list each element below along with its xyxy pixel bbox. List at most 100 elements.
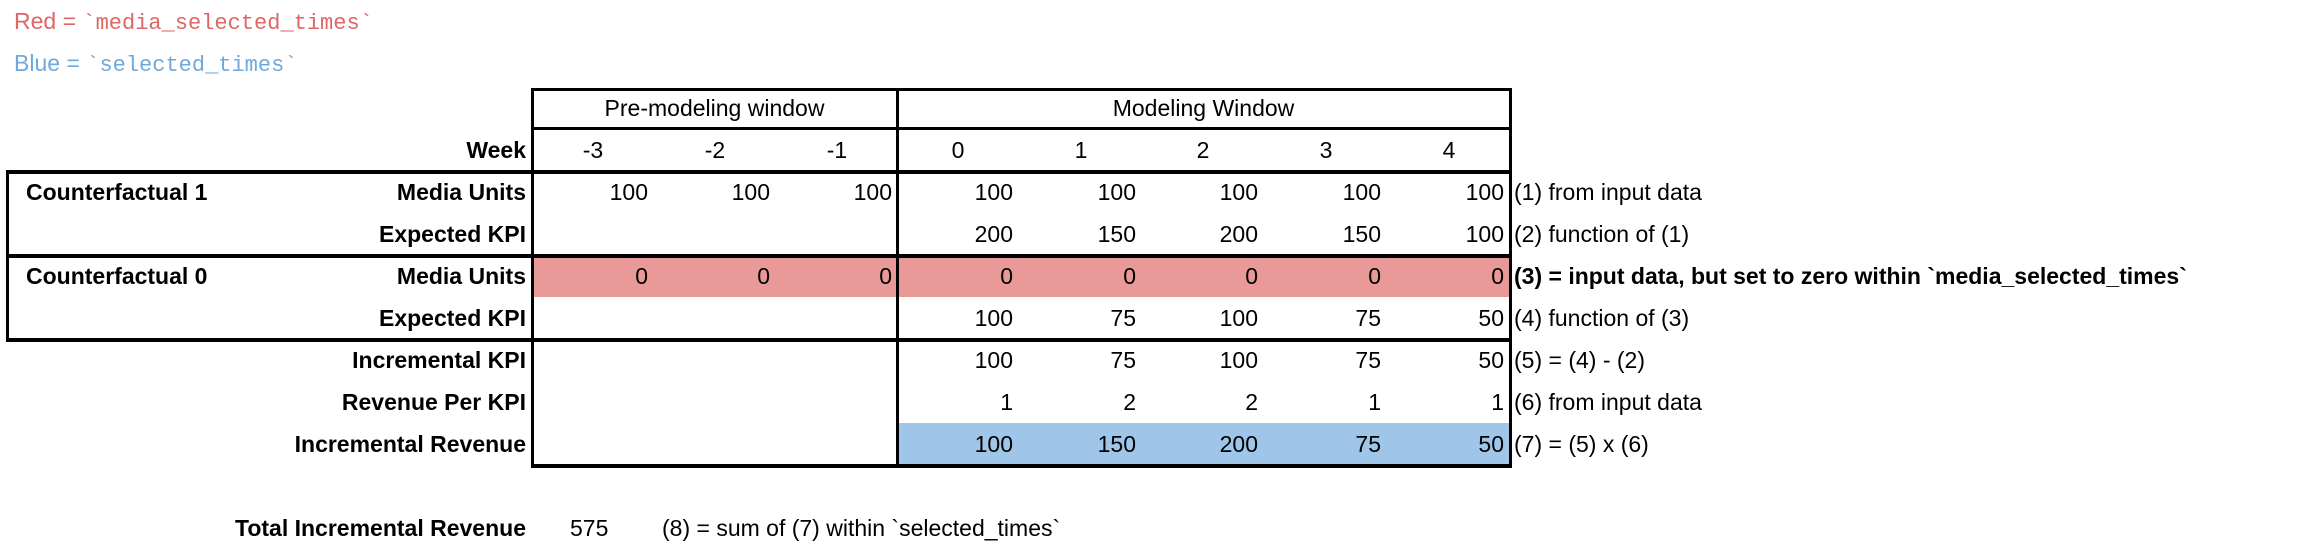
red-highlight	[532, 255, 1510, 297]
legend-red-label: Red =	[14, 8, 83, 34]
value-cell: 100	[974, 431, 1013, 457]
value-cell: 100	[974, 347, 1013, 373]
row-group-label	[26, 213, 286, 255]
value-cell: 50	[1478, 431, 1504, 457]
value-cell: 100	[1219, 347, 1258, 373]
value-cell: 100	[1465, 221, 1504, 247]
week-header-cell: 0	[951, 137, 965, 163]
value-cell: 100	[1219, 305, 1258, 331]
row-group-label	[26, 297, 286, 339]
row-label: Media Units	[396, 263, 526, 289]
table-border	[6, 170, 9, 342]
value-cell: 100	[974, 305, 1013, 331]
row-note: (3) = input data, but set to zero within…	[1514, 263, 2187, 289]
legend-red-code: `media_selected_times`	[82, 11, 373, 36]
value-cell	[654, 381, 776, 423]
value-cell: 100	[1219, 179, 1258, 205]
value-cell: 50	[1478, 305, 1504, 331]
value-cell: 75	[1110, 347, 1136, 373]
row-note: (7) = (5) x (6)	[1514, 431, 1649, 457]
value-cell: 100	[731, 179, 770, 205]
value-cell: 0	[1245, 263, 1258, 289]
value-cell	[532, 381, 654, 423]
value-cell: 100	[974, 179, 1013, 205]
week-header-cell: 4	[1442, 137, 1456, 163]
value-cell: 150	[1097, 221, 1136, 247]
table-border	[6, 338, 1512, 342]
row-note: (2) function of (1)	[1514, 221, 1690, 247]
row-label: Incremental Revenue	[294, 431, 526, 457]
week-header-cell: 3	[1319, 137, 1333, 163]
value-cell	[654, 339, 776, 381]
row-group-label	[26, 381, 286, 423]
value-cell	[532, 213, 654, 255]
total-value: 575	[570, 515, 609, 541]
row-label: Media Units	[396, 179, 526, 205]
value-cell: 50	[1478, 347, 1504, 373]
value-cell: 1	[1000, 389, 1013, 415]
week-header-cell: 2	[1196, 137, 1210, 163]
pre-modeling-window-header: Pre-modeling window	[604, 95, 825, 121]
week-header-cell: -1	[826, 137, 848, 163]
value-cell: 100	[853, 179, 892, 205]
row-group-label	[26, 423, 286, 465]
table-border	[896, 88, 899, 468]
week-label: Week	[466, 137, 526, 163]
legend-blue-label: Blue =	[14, 50, 87, 76]
week-header-cell: -3	[582, 137, 604, 163]
value-cell: 75	[1355, 431, 1381, 457]
table-border	[531, 464, 1512, 468]
value-cell: 75	[1355, 305, 1381, 331]
row-group-label: Counterfactual 1	[26, 179, 208, 205]
value-cell	[532, 297, 654, 339]
value-cell: 0	[757, 263, 770, 289]
row-note: (6) from input data	[1514, 389, 1702, 415]
value-cell: 100	[1465, 179, 1504, 205]
week-header-cell: -2	[704, 137, 726, 163]
value-cell: 1	[1368, 389, 1381, 415]
modeling-window-header: Modeling Window	[1112, 95, 1295, 121]
value-cell	[532, 423, 654, 465]
value-cell: 100	[1342, 179, 1381, 205]
value-cell	[776, 297, 898, 339]
table-border	[6, 254, 1512, 258]
value-cell: 75	[1110, 305, 1136, 331]
row-label: Expected KPI	[379, 305, 526, 331]
value-cell: 0	[1368, 263, 1381, 289]
value-cell: 100	[609, 179, 648, 205]
value-cell: 0	[1491, 263, 1504, 289]
blue-highlight	[897, 423, 1510, 465]
table-border	[531, 88, 1512, 91]
row-label: Expected KPI	[379, 221, 526, 247]
legend-blue-code: `selected_times`	[86, 53, 298, 78]
table-border	[531, 88, 534, 468]
row-note: (1) from input data	[1514, 179, 1702, 205]
value-cell: 200	[974, 221, 1013, 247]
table-border	[1509, 88, 1512, 468]
total-note: (8) = sum of (7) within `selected_times`	[662, 515, 1061, 541]
total-label: Total Incremental Revenue	[235, 515, 526, 541]
value-cell: 2	[1123, 389, 1136, 415]
row-group-label: Counterfactual 0	[26, 263, 208, 289]
value-cell: 1	[1491, 389, 1504, 415]
value-cell: 0	[879, 263, 892, 289]
table-border	[531, 127, 1512, 130]
week-header-cell: 1	[1074, 137, 1088, 163]
row-note: (5) = (4) - (2)	[1514, 347, 1645, 373]
value-cell	[776, 381, 898, 423]
value-cell: 2	[1245, 389, 1258, 415]
value-cell: 150	[1097, 431, 1136, 457]
value-cell	[654, 297, 776, 339]
value-cell	[532, 339, 654, 381]
value-cell: 100	[1097, 179, 1136, 205]
row-label: Incremental KPI	[352, 347, 526, 373]
table-border	[6, 170, 1512, 174]
value-cell: 0	[1000, 263, 1013, 289]
value-cell: 75	[1355, 347, 1381, 373]
value-cell: 0	[635, 263, 648, 289]
value-cell: 200	[1219, 431, 1258, 457]
value-cell	[776, 339, 898, 381]
value-cell	[654, 423, 776, 465]
legend-blue: Blue = `selected_times`	[14, 50, 297, 78]
value-cell	[776, 423, 898, 465]
